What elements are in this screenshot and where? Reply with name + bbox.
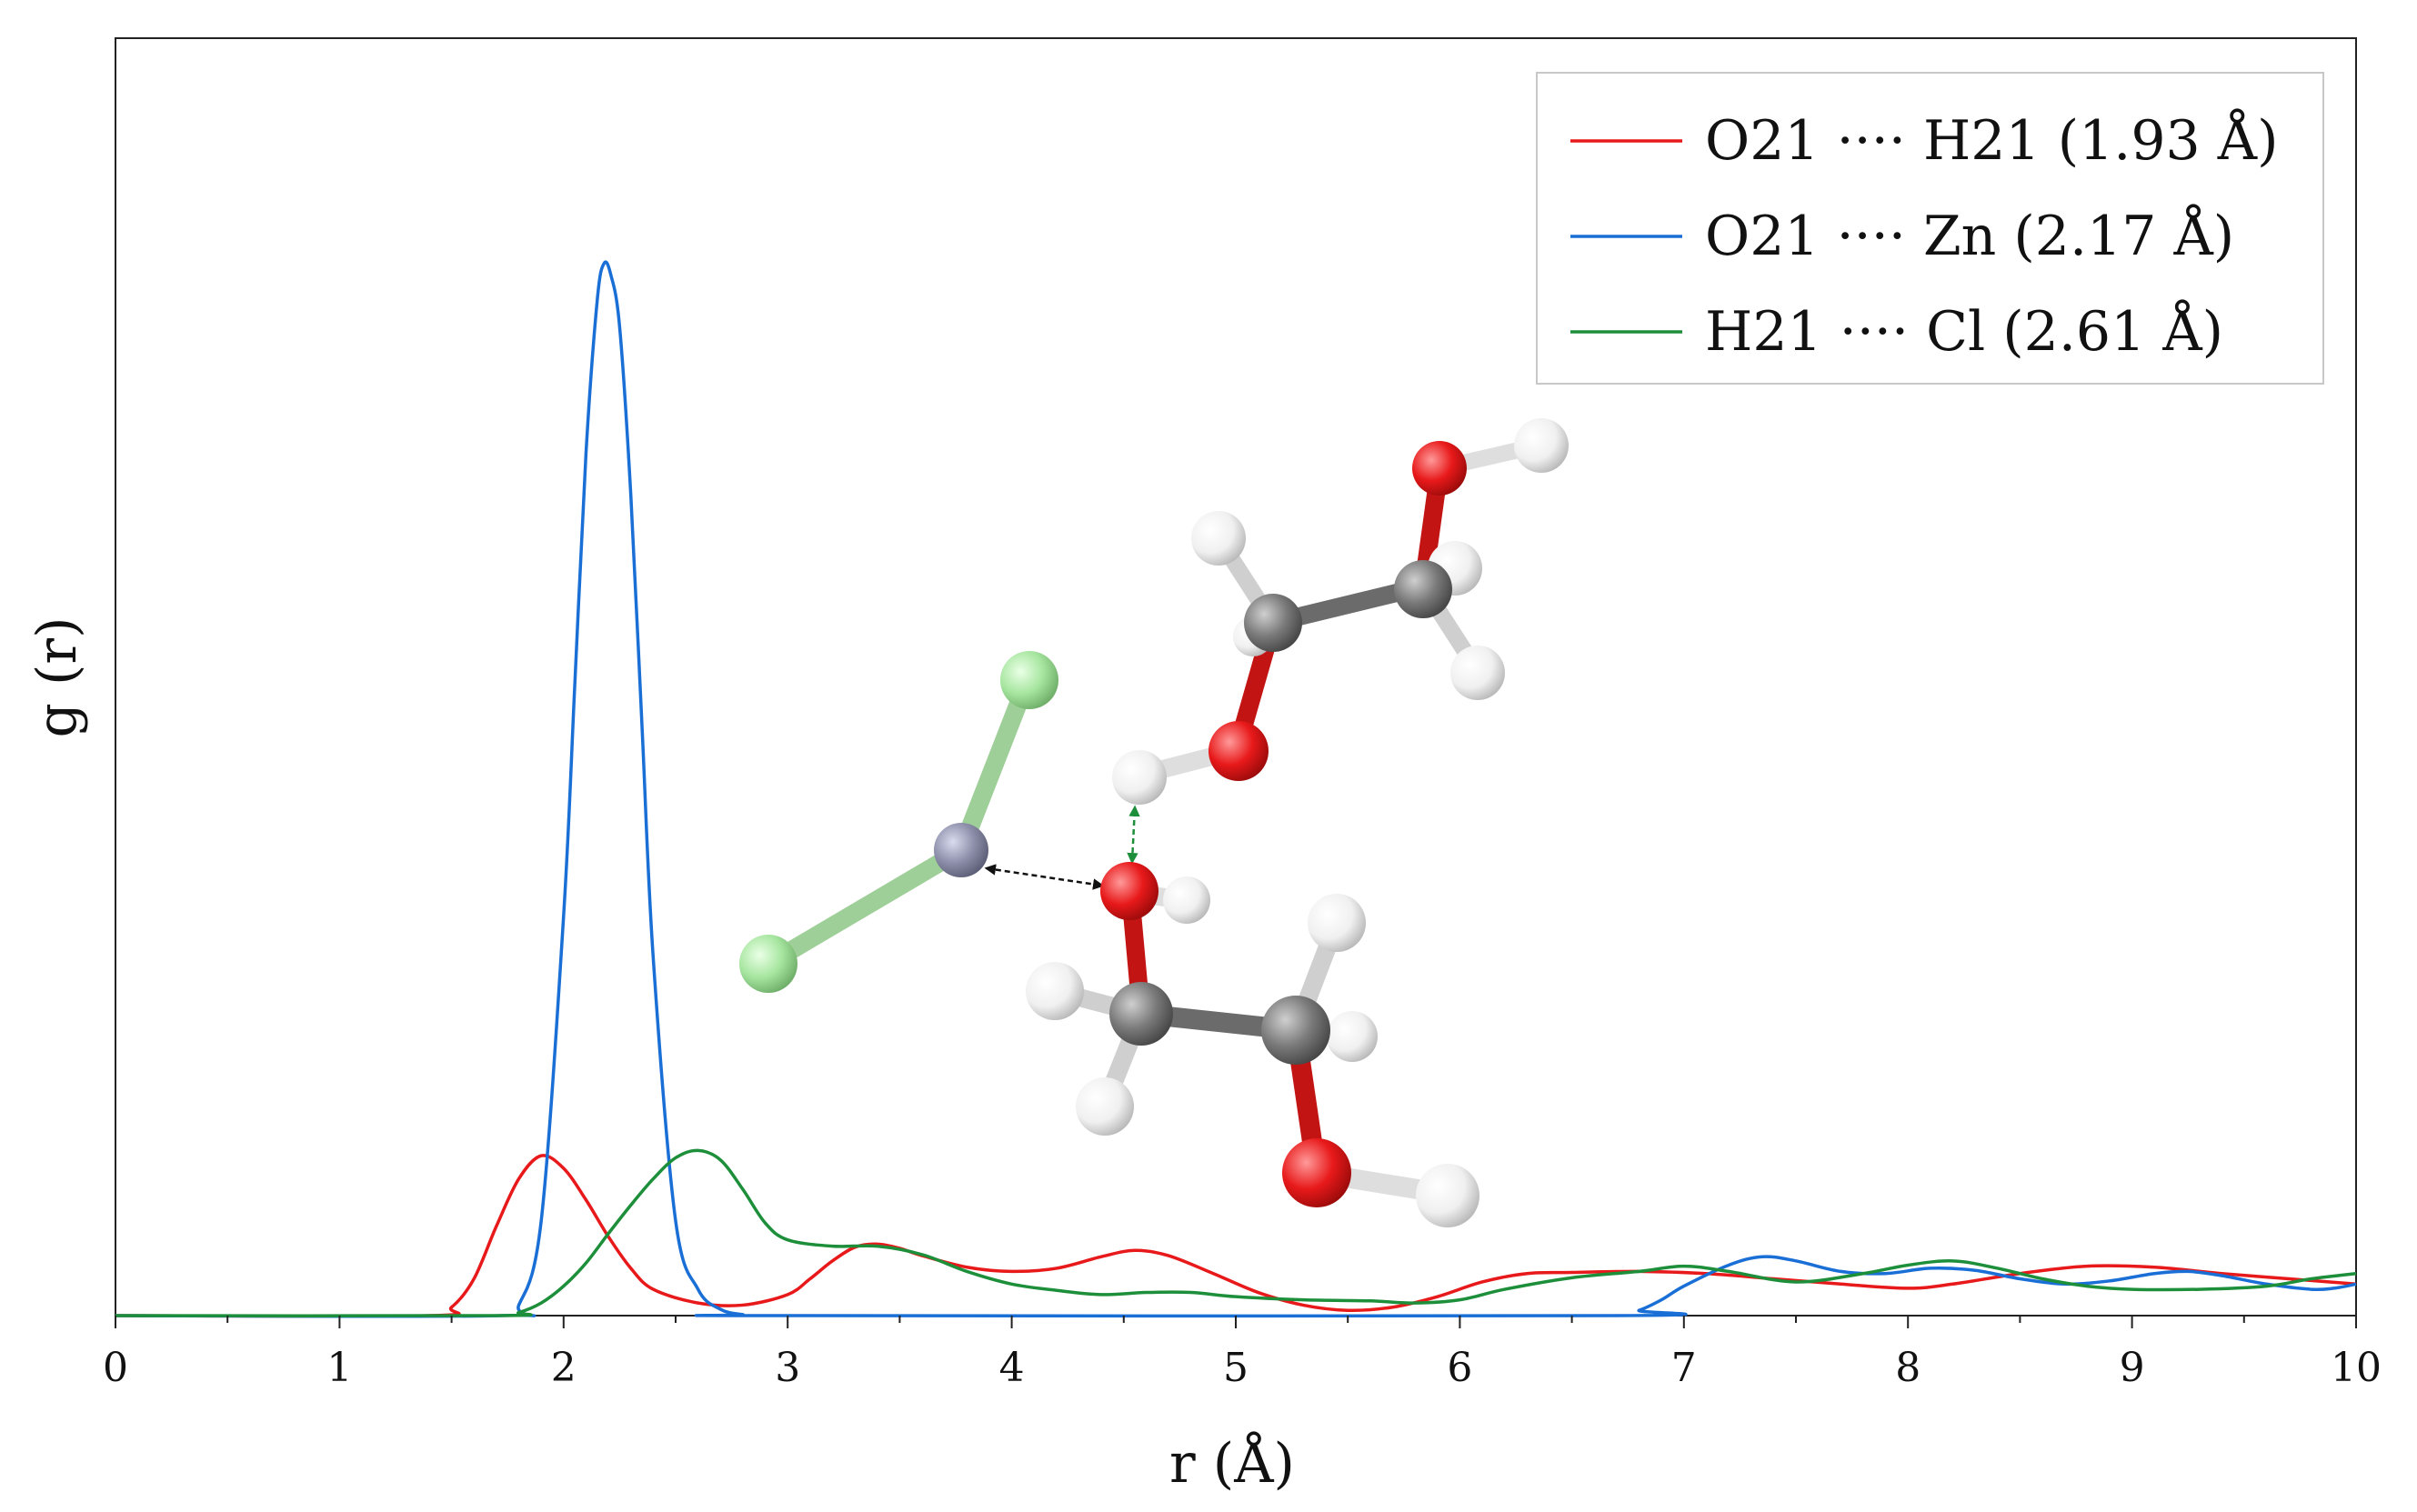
x-tick-label: 10 bbox=[2331, 1345, 2382, 1391]
hydrogen-atom bbox=[1450, 646, 1505, 700]
x-tick-label: 2 bbox=[551, 1345, 577, 1391]
series-line-o21-zn bbox=[115, 260, 2357, 1318]
x-tick-label: 6 bbox=[1447, 1345, 1472, 1391]
x-tick-label: 8 bbox=[1895, 1345, 1921, 1391]
zinc-atom bbox=[934, 823, 988, 877]
hydrogen-atom bbox=[1191, 511, 1246, 566]
x-tick-label: 7 bbox=[1671, 1345, 1697, 1391]
x-tick-label: 1 bbox=[326, 1345, 352, 1391]
x-axis: 0 1 2 3 4 5 6 7 8 9 10 bbox=[103, 1316, 2382, 1391]
series-layer bbox=[115, 260, 2357, 1318]
bond-zn-cl-bottom bbox=[759, 841, 970, 973]
legend-label-h21-cl: H21 ···· Cl (2.61 Å) bbox=[1705, 299, 2223, 364]
hydrogen-atom bbox=[1026, 962, 1084, 1020]
h-bond-interaction-arrow bbox=[1127, 805, 1140, 865]
x-tick-label: 4 bbox=[999, 1345, 1025, 1391]
legend-label-o21-zn: O21 ···· Zn (2.17 Å) bbox=[1705, 204, 2234, 268]
oxygen-atom bbox=[1100, 862, 1158, 920]
x-tick-label: 9 bbox=[2120, 1345, 2145, 1391]
oxygen-atom bbox=[1282, 1138, 1351, 1207]
x-tick-label: 5 bbox=[1223, 1345, 1249, 1391]
hydrogen-atom bbox=[1112, 750, 1167, 805]
carbon-atom bbox=[1261, 996, 1330, 1065]
legend: O21 ···· H21 (1.93 Å) O21 ···· Zn (2.17 Å… bbox=[1536, 72, 2324, 385]
hydrogen-atom bbox=[1514, 418, 1569, 473]
hydrogen-atom bbox=[1076, 1077, 1134, 1136]
bond-zn-cl-top bbox=[952, 671, 1037, 859]
series-line-h21-cl bbox=[115, 1148, 2357, 1318]
carbon-atom bbox=[1244, 594, 1302, 652]
chlorine-atom bbox=[1000, 651, 1058, 709]
y-axis-label: g (r) bbox=[25, 617, 89, 738]
chlorine-atom bbox=[739, 935, 797, 993]
oxygen-atom bbox=[1208, 721, 1269, 781]
carbon-atom bbox=[1394, 560, 1452, 618]
carbon-atom bbox=[1109, 982, 1173, 1046]
series-line-o21-h21 bbox=[115, 1154, 2357, 1318]
legend-label-o21-h21: O21 ···· H21 (1.93 Å) bbox=[1705, 108, 2279, 173]
bond-group bbox=[759, 437, 1547, 1204]
x-tick-label: 0 bbox=[103, 1345, 128, 1391]
oxygen-atom bbox=[1412, 441, 1467, 496]
hydrogen-atom bbox=[1308, 894, 1366, 952]
x-axis-label: r (Å) bbox=[1169, 1431, 1295, 1496]
molecule-inset bbox=[739, 418, 1569, 1227]
zn-o-interaction-arrow bbox=[984, 864, 1105, 890]
hydrogen-atom bbox=[1416, 1164, 1479, 1227]
hydrogen-atom bbox=[1327, 1011, 1378, 1062]
hydrogen-atom bbox=[1163, 876, 1210, 924]
x-tick-label: 3 bbox=[775, 1345, 800, 1391]
